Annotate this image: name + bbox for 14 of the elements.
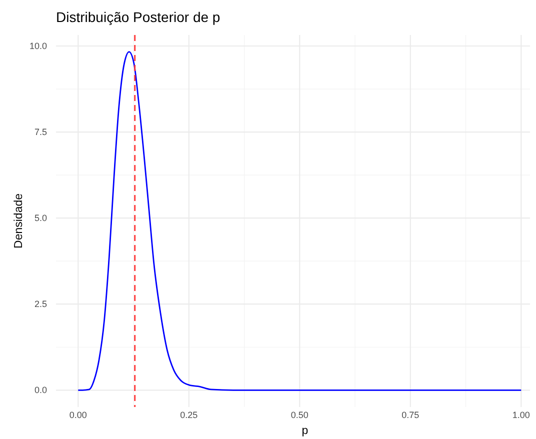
y-tick-label: 0.0	[34, 385, 47, 396]
x-tick-label: 0.00	[69, 410, 87, 420]
y-tick-label: 5.0	[34, 213, 47, 224]
y-tick-label: 10.0	[29, 41, 47, 52]
x-axis-title: p	[302, 425, 308, 437]
x-tick-label: 1.00	[512, 410, 530, 420]
y-axis-title: Densidade	[13, 194, 25, 248]
x-tick-label: 0.75	[402, 410, 420, 420]
chart-title: Distribuição Posterior de p	[56, 9, 220, 25]
y-tick-label: 7.5	[34, 127, 47, 138]
x-tick-label: 0.50	[290, 410, 308, 420]
y-tick-label: 2.5	[34, 299, 47, 310]
line-series	[77, 51, 522, 391]
x-tick-label: 0.25	[180, 410, 198, 420]
